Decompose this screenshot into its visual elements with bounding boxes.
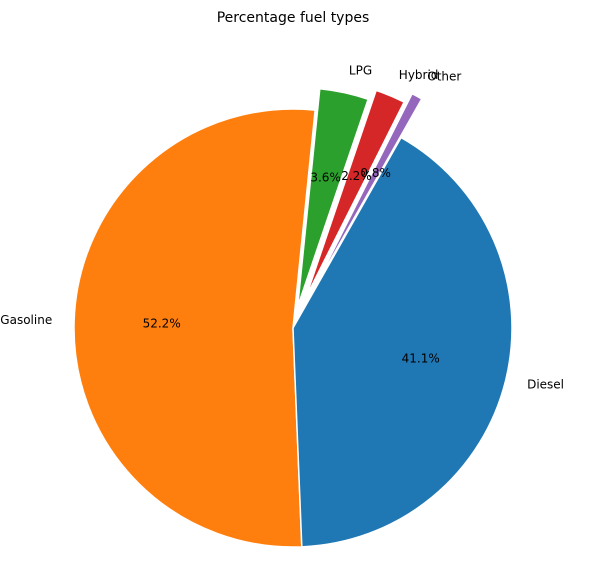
pie-slice-diesel	[292, 136, 513, 548]
percent-label-lpg: 3.6%	[310, 171, 341, 185]
percent-label-other: 0.8%	[360, 166, 391, 180]
category-label-hybrid: Hybrid	[399, 68, 439, 82]
percent-label-gasoline: 52.2%	[143, 316, 181, 330]
category-label-gasoline: Gasoline	[0, 313, 52, 327]
category-label-diesel: Diesel	[527, 377, 564, 391]
chart-title: Percentage fuel types	[217, 10, 370, 26]
pie-slices	[73, 87, 513, 548]
category-label-lpg: LPG	[349, 64, 372, 78]
pie-slice-other	[312, 92, 423, 290]
pie-slice-lpg	[296, 87, 370, 307]
pie-slice-hybrid	[304, 89, 406, 299]
category-label-other: Other	[427, 69, 461, 83]
pie-labels: Gasoline 52.2% Diesel 41.1% Other 0.8% Hybrid 2…	[0, 64, 564, 392]
pie-slice-gasoline	[73, 108, 316, 548]
percent-label-hybrid: 2.2%	[341, 169, 372, 183]
percent-label-diesel: 41.1%	[402, 351, 440, 365]
